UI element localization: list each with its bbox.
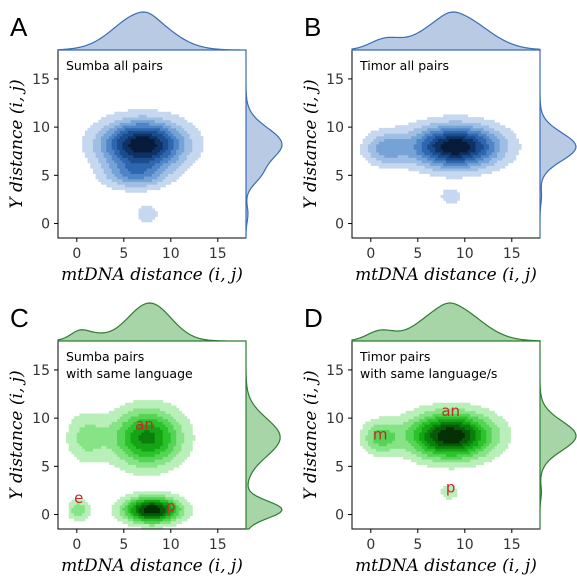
x-tick-label: 15 xyxy=(503,537,521,553)
y-tick-label: 0 xyxy=(335,508,344,524)
region-label-e: e xyxy=(74,489,83,507)
x-tick-label: 0 xyxy=(366,537,375,553)
y-tick-label: 5 xyxy=(41,168,50,184)
y-tick-label: 10 xyxy=(32,120,50,136)
marginal-x-density xyxy=(351,302,541,342)
marginal-x-density xyxy=(351,11,541,51)
panel-letter: B xyxy=(304,12,321,42)
marginal-y-density xyxy=(539,50,577,238)
x-tick-label: 15 xyxy=(209,537,227,553)
panel-letter: A xyxy=(10,12,28,42)
y-tick-label: 15 xyxy=(32,363,50,379)
panel-annotation: with same language xyxy=(66,366,193,381)
panel-annotation: Timor pairs xyxy=(359,349,430,364)
y-axis-label: Y distance (i, j) xyxy=(7,79,27,208)
panel-letter: D xyxy=(304,303,323,333)
marginal-y-density xyxy=(245,341,283,530)
x-tick-label: 10 xyxy=(162,537,180,553)
x-tick-label: 5 xyxy=(119,537,128,553)
x-tick-label: 10 xyxy=(162,246,180,262)
y-tick-label: 5 xyxy=(335,459,344,475)
density-a xyxy=(82,109,204,223)
x-tick-label: 0 xyxy=(72,246,81,262)
y-tick-label: 15 xyxy=(32,72,50,88)
panel-d: 0 5 10 15 0 5 10 15 mtDNA distance (i, j) Y dista… xyxy=(301,302,577,576)
panel-a: 0 5 10 15 0 5 10 15 mtDNA distance (i, j) Y dista… xyxy=(7,11,283,285)
x-axis-label: mtDNA distance (i, j) xyxy=(355,265,537,285)
y-tick-label: 0 xyxy=(41,217,50,233)
density-d xyxy=(360,402,511,500)
y-tick-label: 15 xyxy=(326,363,344,379)
panel-c: 0 5 10 15 0 5 10 15 mtDNA distance (i, j) Y dista… xyxy=(7,302,283,576)
panel-annotation: with same language/s xyxy=(360,366,497,381)
y-tick-label: 5 xyxy=(335,168,344,184)
x-tick-label: 5 xyxy=(119,246,128,262)
y-tick-label: 0 xyxy=(41,508,50,524)
y-tick-label: 5 xyxy=(41,459,50,475)
panel-letter: C xyxy=(10,303,29,333)
x-tick-label: 10 xyxy=(456,246,474,262)
x-tick-label: 0 xyxy=(366,246,375,262)
region-label-p: p xyxy=(166,498,176,516)
marginal-y-density xyxy=(539,341,577,529)
marginal-y-density xyxy=(245,50,283,239)
panel-b: 0 5 10 15 0 5 10 15 mtDNA distance (i, j) Y dista… xyxy=(301,11,577,285)
x-axis-label: mtDNA distance (i, j) xyxy=(61,265,243,285)
x-tick-label: 5 xyxy=(413,537,422,553)
region-label-an: an xyxy=(135,416,154,434)
y-tick-label: 10 xyxy=(32,411,50,427)
marginal-x-density xyxy=(57,302,247,342)
x-tick-label: 5 xyxy=(413,246,422,262)
x-tick-label: 15 xyxy=(503,246,521,262)
y-axis-label: Y distance (i, j) xyxy=(301,79,321,208)
region-label-p: p xyxy=(446,478,456,496)
x-axis-label: mtDNA distance (i, j) xyxy=(355,556,537,576)
x-axis-label: mtDNA distance (i, j) xyxy=(61,556,243,576)
region-label-m: m xyxy=(373,425,388,443)
y-axis-label: Y distance (i, j) xyxy=(7,370,27,499)
y-tick-label: 10 xyxy=(326,120,344,136)
panel-annotation: Timor all pairs xyxy=(359,58,449,73)
x-tick-label: 15 xyxy=(209,246,227,262)
y-axis-label: Y distance (i, j) xyxy=(301,370,321,499)
density-b xyxy=(360,114,522,204)
x-tick-label: 10 xyxy=(456,537,474,553)
panel-annotation: Sumba pairs xyxy=(66,349,144,364)
region-label-an: an xyxy=(441,402,460,420)
y-tick-label: 10 xyxy=(326,411,344,427)
y-tick-label: 0 xyxy=(335,217,344,233)
marginal-x-density xyxy=(57,11,247,51)
density-c xyxy=(66,400,196,529)
x-tick-label: 0 xyxy=(72,537,81,553)
y-tick-label: 15 xyxy=(326,72,344,88)
panel-annotation: Sumba all pairs xyxy=(66,58,163,73)
